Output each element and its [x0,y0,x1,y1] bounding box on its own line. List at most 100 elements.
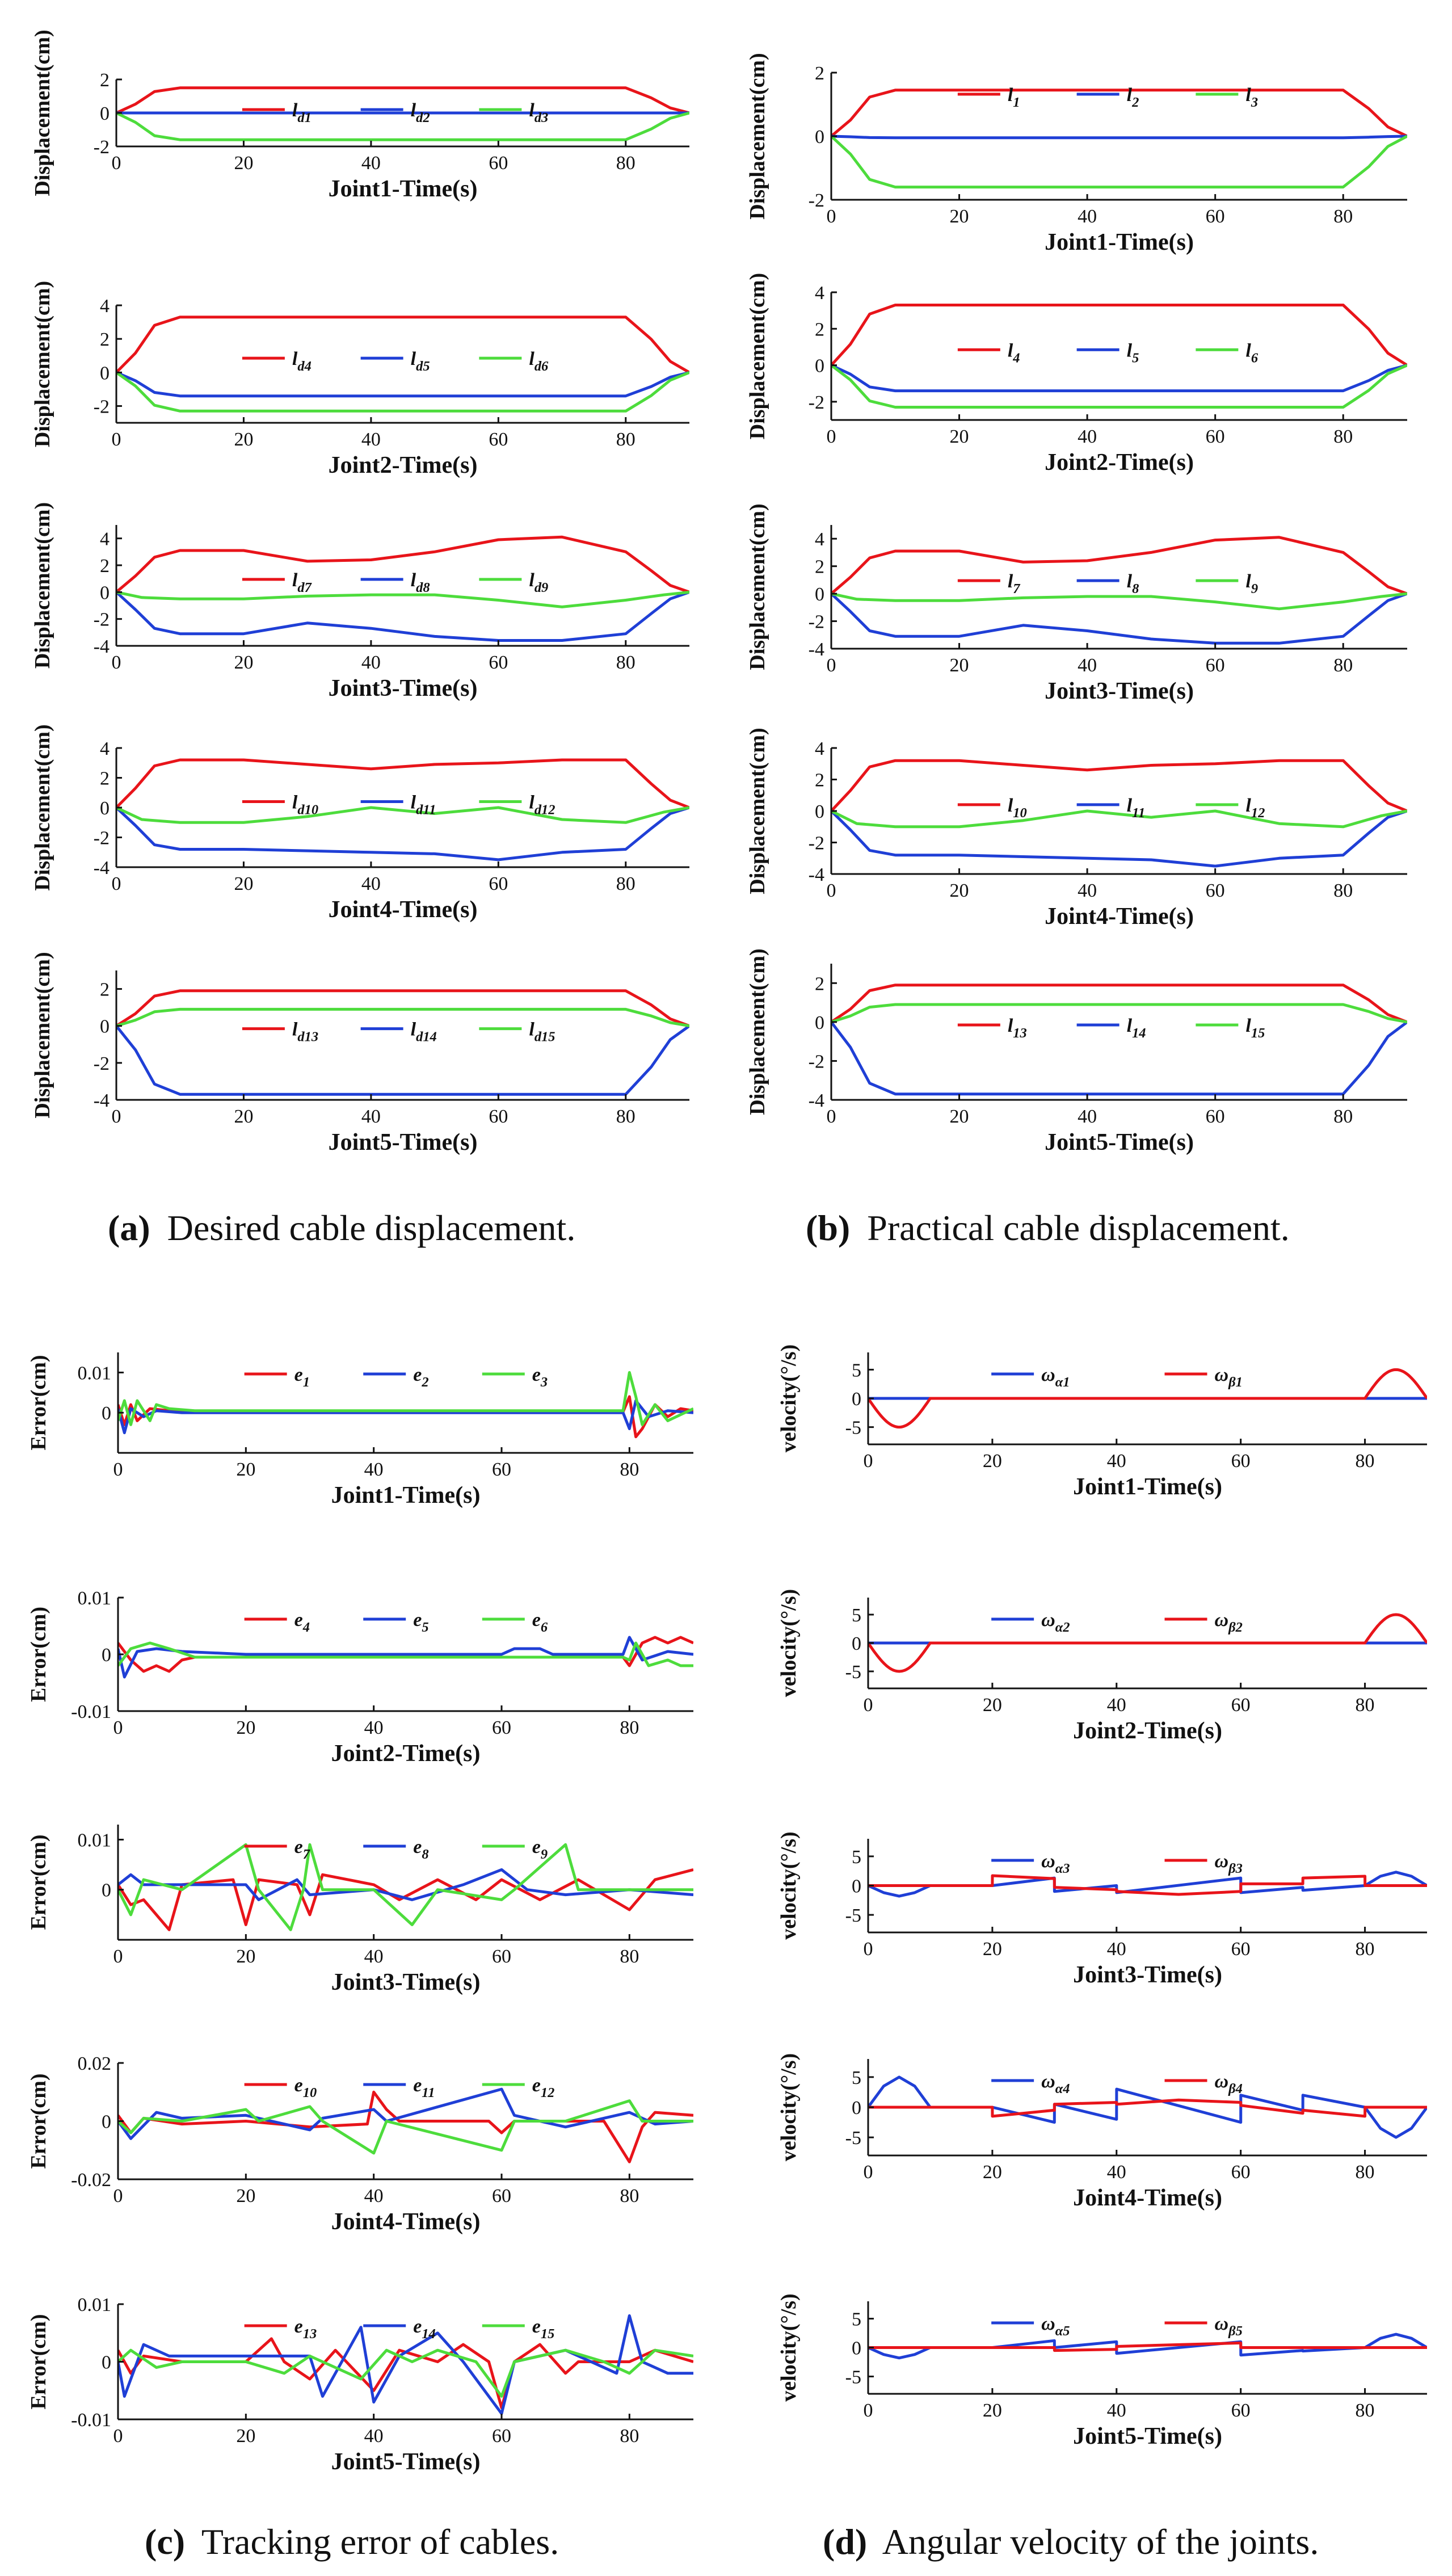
y-tick-label: 2 [815,973,824,994]
x-tick-label: 0 [864,1939,873,1960]
series-group-d4 [868,2075,1427,2139]
x-tick-label: 0 [827,206,836,227]
y-axis-label: Error(cm) [27,2073,50,2169]
series-group-b5 [831,984,1407,1096]
y-tick-label: 0 [852,1389,861,1410]
y-tick-label: 2 [100,556,110,577]
x-tick-label: 40 [1078,880,1097,901]
y-tick-label: -5 [845,2367,861,2388]
x-tick-label: 60 [1231,2400,1251,2421]
legend-label: e10 [294,2075,317,2100]
y-tick-label: 0.01 [78,1830,112,1851]
y-axis-label: Displacement(cm) [746,273,769,439]
y-tick-label: 0 [815,801,824,822]
x-tick-label: 0 [827,1106,836,1127]
x-tick-label: 40 [361,429,381,450]
x-tick-label: 40 [1107,1939,1126,1960]
y-tick-label: 5 [852,1847,861,1868]
series-line-a3-ld9 [116,590,689,608]
y-tick-label: -0.01 [71,2410,111,2431]
y-axis-label: velocity(°/s) [777,1344,801,1452]
series-line-c5-e15 [118,2348,693,2398]
x-tick-label: 40 [1107,2400,1126,2421]
x-tick-label: 80 [616,652,635,673]
legend-label: l8 [1127,571,1139,596]
y-tick-label: -2 [94,828,110,849]
caption-a-letter: (a) [108,1208,150,1248]
x-axis-label: Joint1-Time(s) [329,176,478,202]
y-tick-label: -2 [809,392,824,413]
chart-d3: 0 20 40 60 80-505Joint3-Time(s)velocity(°/s)… [777,1831,1427,1988]
x-tick-label: 0 [827,880,836,901]
x-tick-label: 40 [364,1459,384,1480]
y-tick-label: 0 [852,1633,861,1654]
x-tick-label: 40 [361,873,381,894]
y-tick-label: -4 [809,1090,824,1111]
series-line-c4-e10 [118,2090,693,2163]
y-tick-label: -0.02 [71,2170,111,2191]
legend-label: ld5 [411,348,430,374]
series-line-d5-ωα5 [868,2333,1427,2360]
y-tick-label: 2 [815,557,824,578]
y-tick-label: -2 [809,1051,824,1072]
x-tick-label: 0 [112,873,121,894]
y-axis-label: Displacement(cm) [31,502,54,669]
legend-label: ld7 [292,570,313,595]
caption-c: (c) Tracking error of cables. [145,2522,559,2562]
legend-label: ld1 [292,100,312,125]
x-tick-label: 60 [489,1106,508,1127]
series-line-b1-l3 [831,135,1407,189]
x-axis-label: Joint2-Time(s) [329,452,478,478]
series-line-c3-e7 [118,1868,693,1931]
x-tick-label: 0 [864,1451,873,1472]
legend-label: ld14 [411,1019,437,1045]
legend-label: ld9 [529,570,548,595]
x-tick-label: 80 [1356,2400,1375,2421]
x-tick-label: 0 [113,2186,123,2207]
y-tick-label: 0 [100,582,110,603]
y-tick-label: 0 [100,1016,110,1037]
y-tick-label: 0.01 [78,1363,112,1384]
y-axis-label: Displacement(cm) [746,948,769,1115]
x-tick-label: 60 [489,652,508,673]
y-tick-label: 2 [815,63,824,84]
y-tick-label: -5 [845,1418,861,1439]
y-tick-label: 0 [815,584,824,605]
legend-label: ωα3 [1041,1851,1070,1876]
y-tick-label: -2 [809,190,824,211]
series-group-c5 [118,2314,693,2415]
y-axis-label: velocity(°/s) [777,2053,801,2161]
series-line-a3-ld8 [116,590,689,642]
chart-d1: 0 20 40 60 80-505Joint1-Time(s)velocity(°/s)… [777,1344,1427,1500]
y-axis-label: Displacement(cm) [746,503,769,670]
x-axis-label: Joint5-Time(s) [1045,1129,1194,1155]
caption-b: (b) Practical cable displacement. [806,1208,1290,1248]
x-tick-label: 20 [236,1946,255,1967]
chart-a2: 0 20 40 60 80-2024Joint2-Time(s)Displacement… [31,281,689,478]
x-tick-label: 0 [112,153,121,174]
x-tick-label: 20 [236,2186,255,2207]
legend-label: l12 [1245,795,1265,821]
legend-label: e9 [532,1837,548,1862]
legend-label: e1 [294,1364,310,1390]
y-tick-label: 0 [815,127,824,148]
chart-a1: 0 20 40 60 80-202Joint1-Time(s)Displacement(… [31,30,689,202]
x-axis-label: Joint3-Time(s) [329,675,478,701]
series-line-d1-ωβ1 [868,1368,1427,1429]
x-tick-label: 60 [489,873,508,894]
legend-label: ld8 [411,570,430,595]
chart-a3: 0 20 40 60 80-4-2024Joint3-Time(s)Displaceme… [31,502,689,701]
series-line-b1-l2 [831,135,1407,140]
caption-a-text: Desired cable displacement. [167,1208,576,1248]
y-axis-label: Displacement(cm) [746,53,769,219]
y-axis-label: Error(cm) [27,1834,50,1930]
x-axis-label: Joint2-Time(s) [1073,1718,1222,1744]
caption-b-text: Practical cable displacement. [867,1208,1290,1248]
x-tick-label: 40 [1078,655,1097,676]
series-group-b3 [831,536,1407,645]
x-tick-label: 80 [1333,655,1353,676]
legend-label: ωα2 [1041,1610,1070,1635]
y-tick-label: 2 [100,980,110,1001]
x-tick-label: 40 [1078,1106,1097,1127]
